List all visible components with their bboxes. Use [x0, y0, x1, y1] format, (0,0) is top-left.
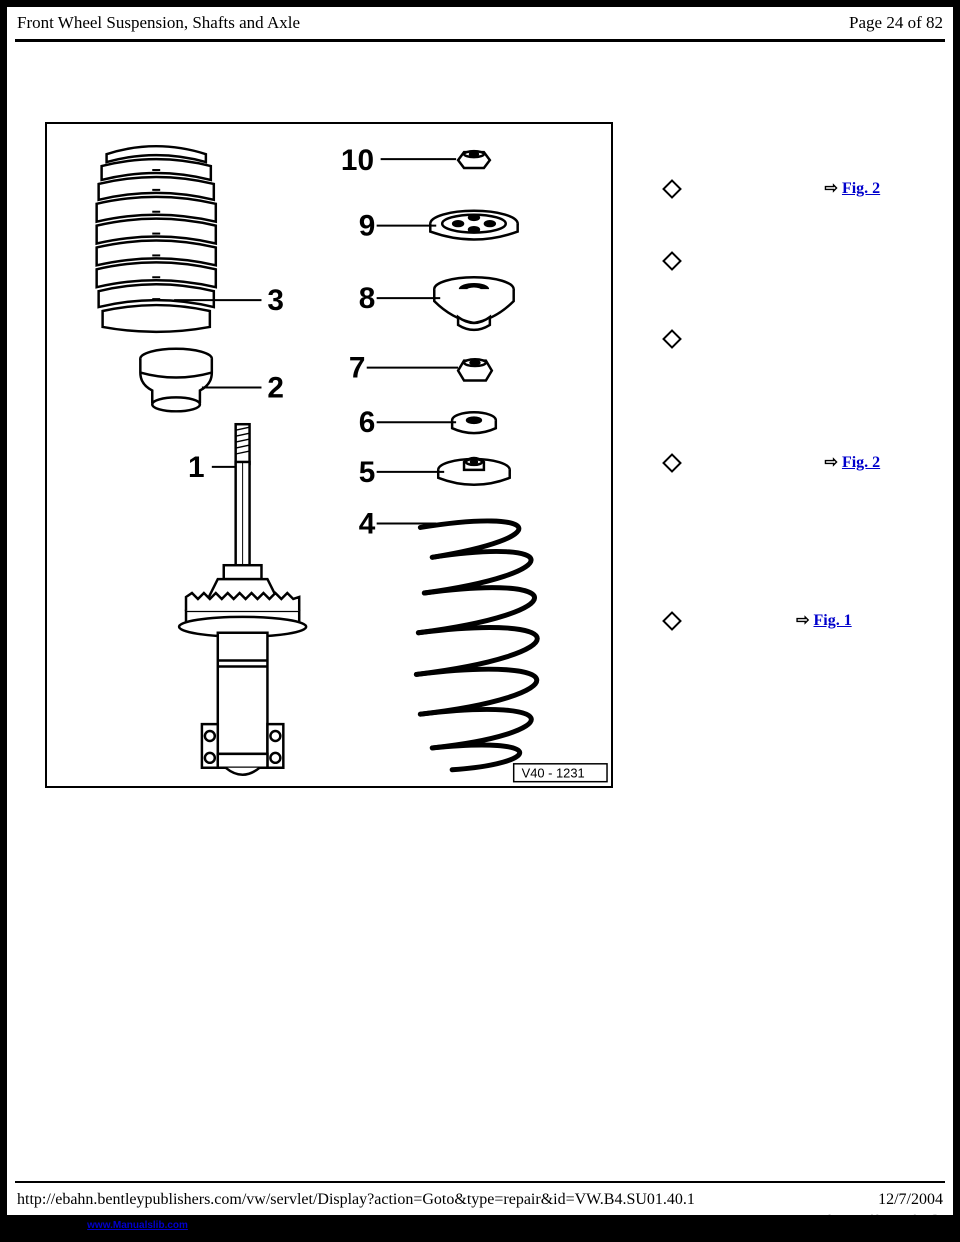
item-3-text: 7 - Hex nut, 60 Nm (44 ft lb) — [713, 286, 905, 304]
item-4-pre: Counterhold piston rod with internal hex… — [693, 328, 927, 363]
item-5: 8 - Suspension strut bearing — [693, 384, 947, 410]
part-boot — [97, 146, 216, 332]
arrow-icon: ⇨ — [825, 454, 842, 471]
right-list: Installation position ⇨ Fig. 2 6 - Washe… — [647, 178, 947, 630]
label-6: 6 — [359, 406, 376, 439]
item-9-pre: Always replace — [693, 612, 796, 629]
download-pre: Downloaded from — [6, 1220, 87, 1231]
fig-link-9[interactable]: Fig. 1 — [813, 612, 851, 629]
label-3: 3 — [267, 284, 284, 317]
label-10: 10 — [341, 144, 374, 177]
exploded-diagram: 3 2 1 10 9 8 7 6 5 4 V40 - 1231 — [45, 122, 613, 788]
download-bar: Downloaded from www.Manualslib.com manua… — [6, 1220, 294, 1231]
figure-code-box: V40 - 1231 — [514, 764, 607, 782]
item-7-text: 9 - Bearing disc — [713, 490, 819, 508]
part-bearing-8 — [434, 277, 513, 330]
item-2-pre: Concave side faces down — [693, 250, 855, 267]
fig-link-6[interactable]: Fig. 2 — [842, 454, 880, 471]
header-rule — [15, 39, 945, 42]
item-9: Always replace ⇨ Fig. 1 — [693, 610, 947, 630]
item-0-pre: Installation position — [693, 180, 825, 197]
label-4: 4 — [359, 507, 376, 540]
footer-url: http://ebahn.bentleypublishers.com/vw/se… — [17, 1191, 695, 1209]
download-link[interactable]: www.Manualslib.com — [87, 1220, 188, 1231]
item-8: 10 - Self-locking nut — [693, 518, 947, 544]
part-seat-5 — [438, 458, 509, 485]
item-8-text: 10 - Self-locking nut — [713, 526, 850, 544]
part-bump-stop — [140, 349, 211, 412]
label-7: 7 — [349, 352, 366, 385]
label-2: 2 — [267, 371, 284, 404]
item-1-text: 6 - Washer — [713, 216, 786, 234]
item-0: Installation position ⇨ Fig. 2 — [693, 178, 947, 198]
label-1: 1 — [188, 451, 205, 484]
label-5: 5 — [359, 456, 376, 489]
watermark: carmanualsonline.info — [723, 1210, 948, 1236]
page-header: Front Wheel Suspension, Shafts and Axle … — [7, 7, 953, 37]
item-4: Counterhold piston rod with internal hex… — [693, 328, 947, 364]
figure-code: V40 - 1231 — [522, 766, 585, 781]
header-title: Front Wheel Suspension, Shafts and Axle — [17, 13, 300, 33]
download-post: manuals search engine — [188, 1220, 294, 1231]
item-2: Concave side faces down — [693, 250, 947, 268]
arrow-icon: ⇨ — [825, 180, 842, 197]
label-8: 8 — [359, 282, 376, 315]
label-9: 9 — [359, 210, 376, 243]
page: Front Wheel Suspension, Shafts and Axle … — [6, 6, 954, 1216]
item-5-text: 8 - Suspension strut bearing — [713, 392, 904, 410]
part-disc-9 — [430, 211, 517, 240]
arrow-icon: ⇨ — [796, 612, 813, 629]
item-6-pre: Installation position — [693, 454, 825, 471]
footer-date: 12/7/2004 — [878, 1191, 943, 1209]
footer-rule — [15, 1181, 945, 1183]
diagram-svg: 3 2 1 10 9 8 7 6 5 4 V40 - 1231 — [47, 124, 611, 786]
item-7: 9 - Bearing disc — [693, 482, 947, 508]
header-page: Page 24 of 82 — [849, 13, 943, 33]
part-spring-4 — [416, 521, 537, 770]
item-3: 7 - Hex nut, 60 Nm (44 ft lb) — [693, 278, 947, 304]
part-nut-10 — [458, 151, 490, 168]
part-nut-7 — [458, 359, 492, 380]
right-column: Installation position ⇨ Fig. 2 6 - Washe… — [647, 122, 947, 640]
part-washer-6 — [452, 412, 496, 433]
item-1: 6 - Washer — [693, 208, 947, 234]
fig-link-0[interactable]: Fig. 2 — [842, 180, 880, 197]
item-6: Installation position ⇨ Fig. 2 — [693, 452, 947, 472]
